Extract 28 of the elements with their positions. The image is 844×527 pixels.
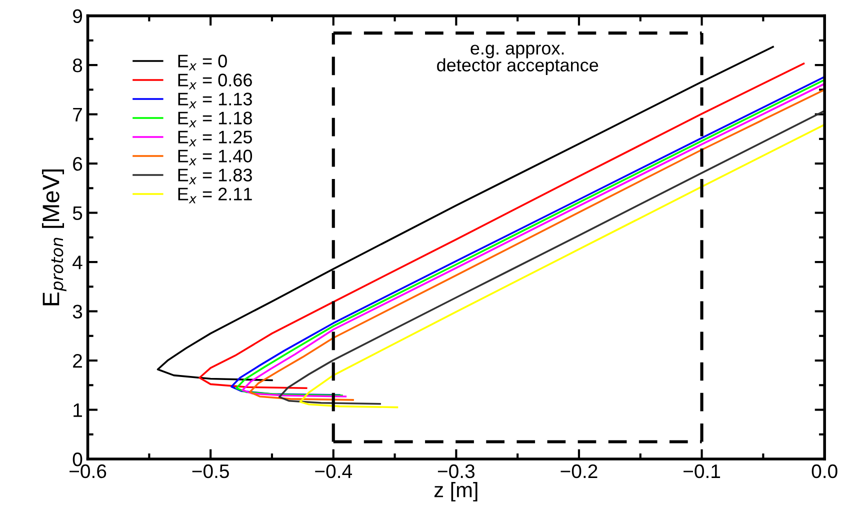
legend-label: E$_{x}$ = 1.40 [178,150,252,166]
legend-label: E$_{x}$ = 0 [178,54,227,70]
legend-label: E$_{x}$ = 1.83 [178,168,252,184]
x-axis-title: z [m] [434,482,478,502]
legend-label: E$_{x}$ = 0.66 [178,74,252,90]
y-tick-label: 5 [72,206,82,220]
x-tick-label: −0.3 [438,464,475,478]
y-tick-label: 3 [72,304,82,319]
legend-label: E$_{x}$ = 2.11 [178,188,252,204]
legend-label: E$_{x}$ = 1.18 [178,112,252,128]
y-tick-label: 9 [73,9,82,24]
x-tick-label: −0.4 [315,464,352,478]
y-tick-label: 0 [72,452,82,466]
x-tick-label: −0.6 [70,464,106,478]
y-tick-label: 7 [73,108,82,122]
y-tick-label: 4 [72,256,82,270]
y-tick-label: 2 [73,354,82,368]
y-tick-label: 1 [74,403,82,417]
legend-label: E$_{x}$ = 1.13 [178,92,252,108]
x-tick-label: −0.5 [192,464,229,478]
y-tick-label: 6 [73,157,82,171]
annotation: e.g. approx. detector acceptance [437,44,598,76]
y-axis-title: E$_{proton}$ [MeV] [42,170,66,306]
x-tick-label: −0.1 [684,464,720,478]
y-tick-label: 8 [72,58,82,72]
legend-label: E$_{x}$ = 1.25 [178,130,252,146]
x-tick-label: −0.2 [560,464,598,478]
x-tick-label: 0.0 [812,464,838,478]
